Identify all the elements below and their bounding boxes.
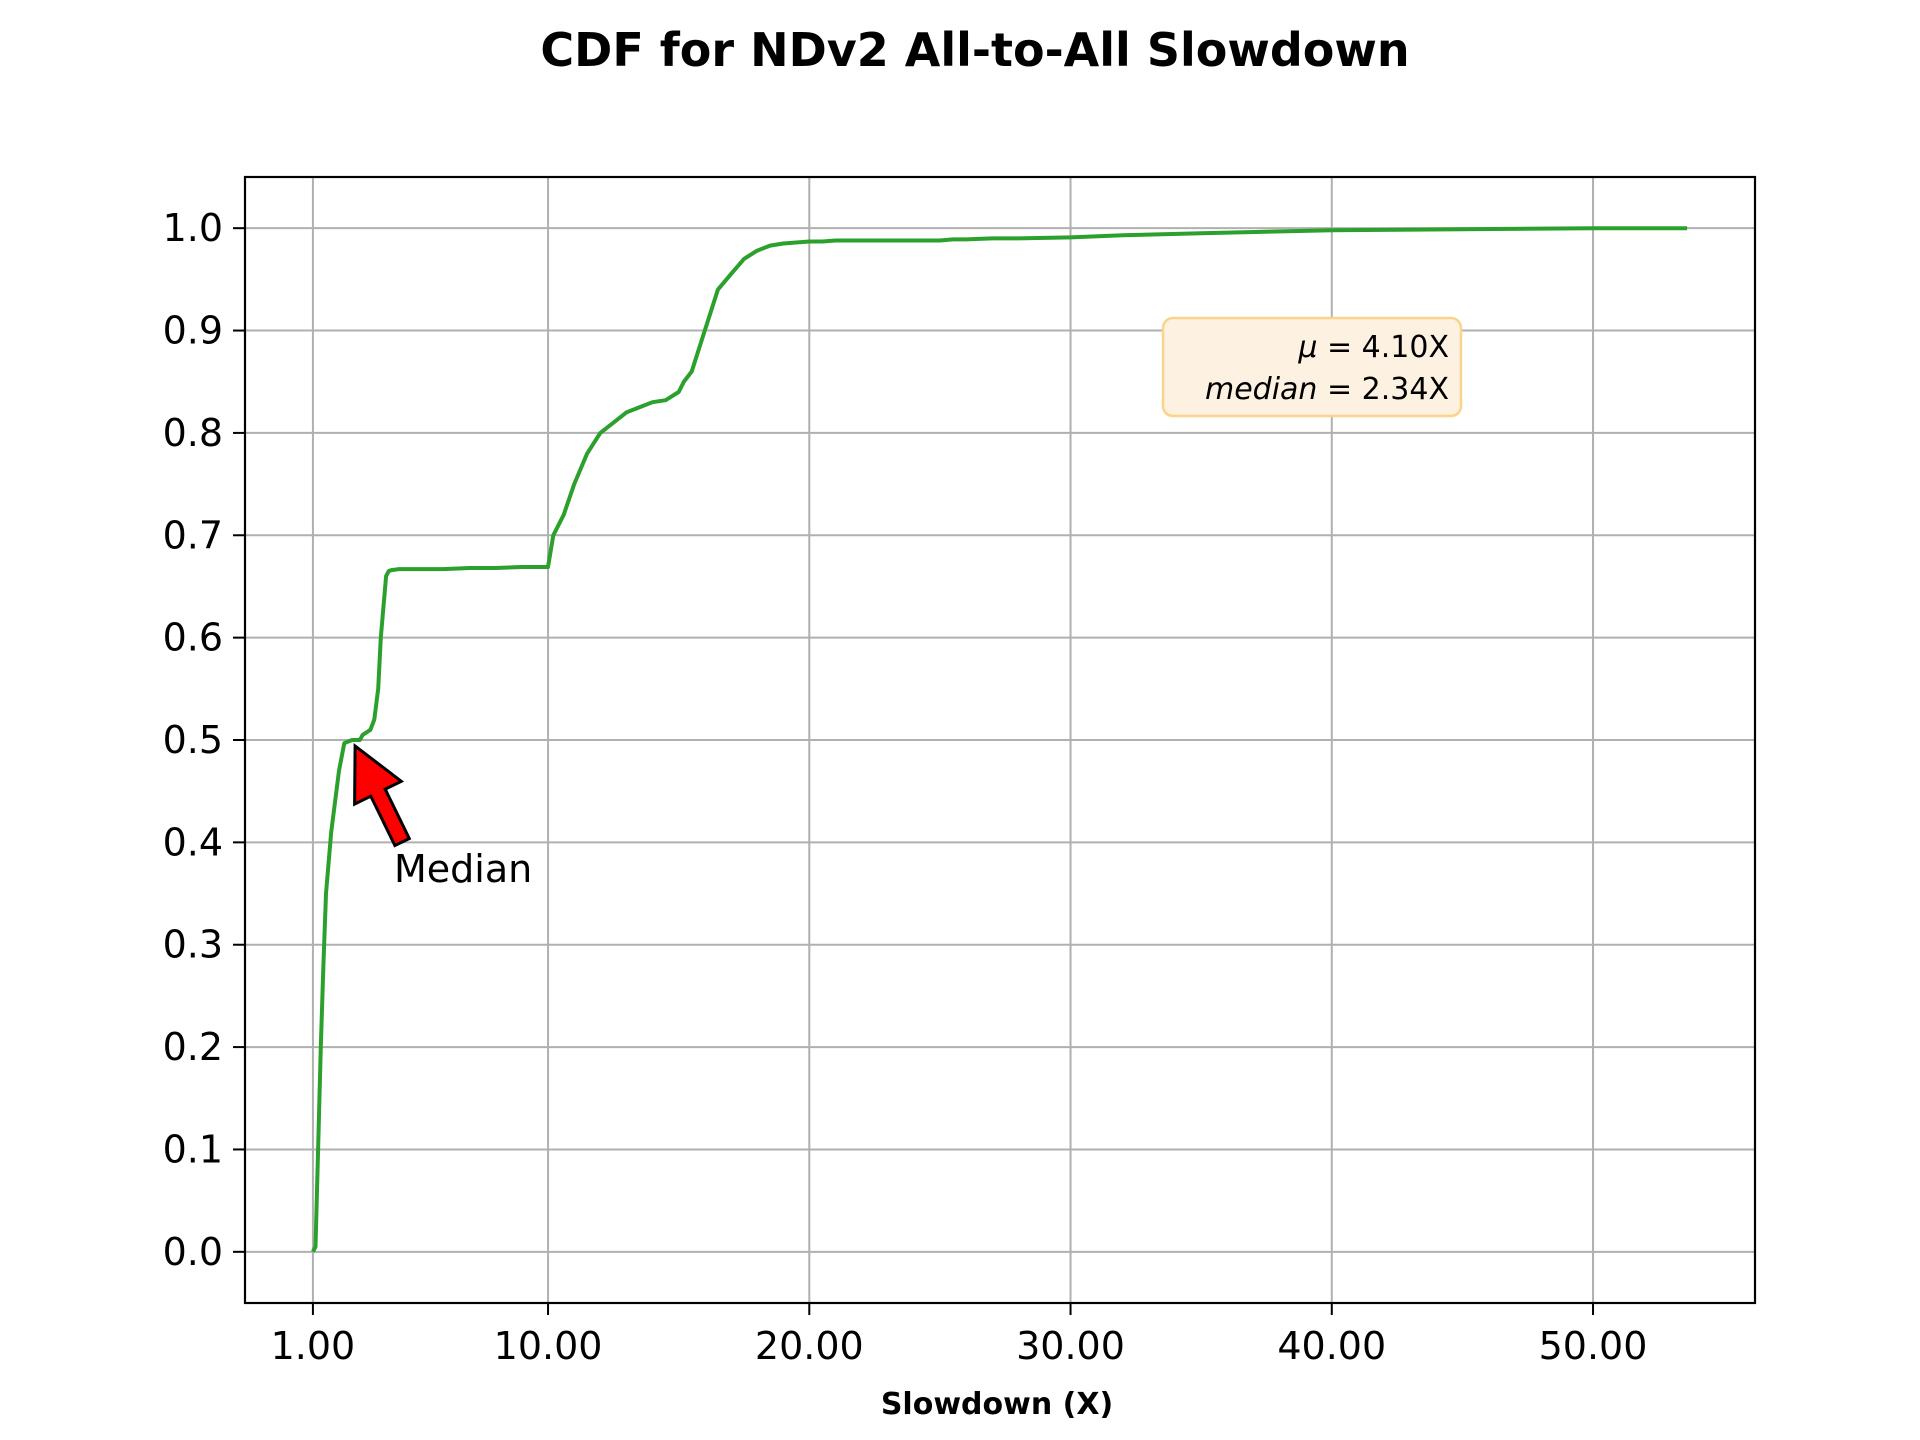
- median-value: = 2.34X: [1317, 372, 1449, 407]
- y-tick-label: 0.2: [163, 1025, 223, 1069]
- y-tick-label: 0.1: [163, 1127, 223, 1171]
- y-tick-label: 0.7: [163, 513, 223, 557]
- x-tick-label: 1.00: [271, 1324, 356, 1368]
- median-arrow-icon: [353, 742, 412, 848]
- y-tick-label: 0.9: [163, 309, 223, 353]
- chart-title: CDF for NDv2 All-to-All Slowdown: [540, 23, 1409, 77]
- cdf-line: [311, 226, 1688, 1253]
- y-tick-label: 1.0: [163, 206, 223, 250]
- median-annotation-label: Median: [394, 847, 532, 891]
- y-axis: 0.0 0.1 0.2 0.3 0.4 0.5 0.6 0.7 0.8 0.9 1.0: [163, 206, 245, 1274]
- x-axis: 1.00 10.00 20.00 30.00 40.00 50.00: [271, 1303, 1648, 1368]
- stats-box: μ = 4.10X median = 2.34X: [1161, 316, 1463, 418]
- y-tick-label: 0.0: [163, 1230, 223, 1274]
- series-layer: [311, 226, 1688, 1253]
- x-tick-label: 50.00: [1539, 1324, 1648, 1368]
- x-axis-label: Slowdown (X): [881, 1387, 1113, 1422]
- y-tick-label: 0.6: [163, 616, 223, 660]
- stats-box-frame: [1161, 316, 1463, 418]
- x-tick-label: 40.00: [1277, 1324, 1386, 1368]
- median-annotation: Median: [353, 742, 532, 891]
- grid-lines: [245, 177, 1755, 1303]
- y-tick-label: 0.4: [163, 820, 223, 864]
- stats-mean-line: μ = 4.10X: [1297, 330, 1449, 365]
- mean-symbol: μ: [1297, 330, 1317, 365]
- stats-median-line: median = 2.34X: [1205, 372, 1449, 407]
- mean-value: = 4.10X: [1317, 330, 1449, 365]
- median-label: median: [1205, 372, 1317, 407]
- y-tick-label: 0.5: [163, 718, 223, 762]
- x-tick-label: 30.00: [1016, 1324, 1125, 1368]
- x-tick-label: 20.00: [755, 1324, 864, 1368]
- x-tick-label: 10.00: [494, 1324, 603, 1368]
- y-tick-label: 0.8: [163, 411, 223, 455]
- y-tick-label: 0.3: [163, 923, 223, 967]
